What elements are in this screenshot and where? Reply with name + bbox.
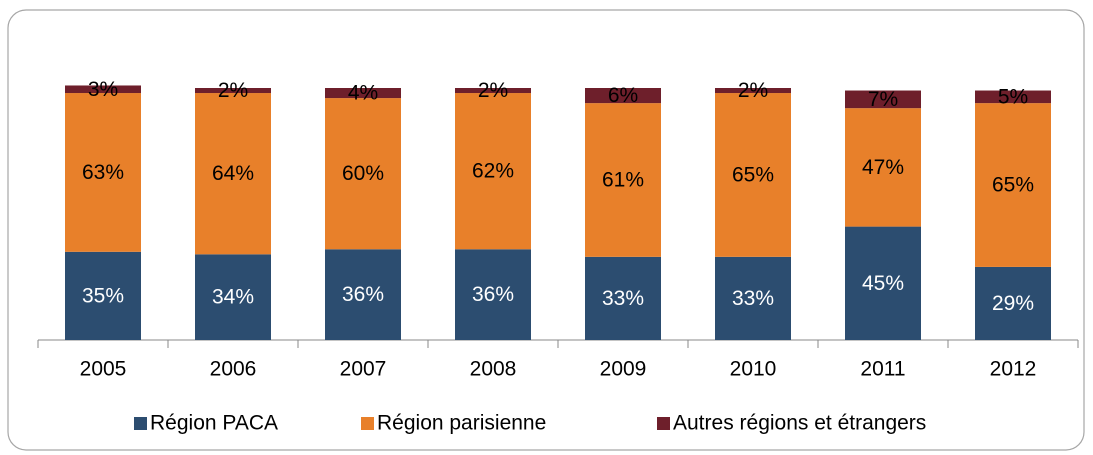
- data-label: 2%: [738, 79, 768, 102]
- data-label: 65%: [732, 163, 774, 186]
- bar-segment: [455, 88, 531, 94]
- bar-segment: [65, 251, 141, 340]
- data-label: 5%: [998, 85, 1028, 108]
- bar-segment: [845, 108, 921, 227]
- bar-segment: [585, 88, 661, 104]
- bar-segment: [845, 90, 921, 109]
- bar-segment: [195, 88, 271, 94]
- data-label: 36%: [472, 283, 514, 306]
- bar-segment: [715, 93, 791, 257]
- data-label: 61%: [602, 169, 644, 192]
- legend-swatch: [134, 417, 147, 430]
- bar-segment: [195, 254, 271, 340]
- x-tick-label: 2012: [990, 358, 1037, 381]
- bar-segment: [845, 226, 921, 340]
- data-label: 3%: [88, 78, 118, 101]
- bar-segment: [325, 98, 401, 250]
- bar-segment: [325, 88, 401, 99]
- data-label: 36%: [342, 283, 384, 306]
- x-tick-label: 2005: [80, 358, 127, 381]
- bar-segment: [455, 249, 531, 340]
- x-tick-label: 2006: [210, 358, 257, 381]
- data-label: 35%: [82, 284, 124, 307]
- bar-segment: [585, 103, 661, 257]
- data-label: 47%: [862, 156, 904, 179]
- data-label: 33%: [732, 287, 774, 310]
- data-label: 2%: [218, 79, 248, 102]
- data-label: 2%: [478, 79, 508, 102]
- chart-frame: [7, 9, 1085, 451]
- x-tick-label: 2010: [730, 358, 777, 381]
- bar-segment: [975, 266, 1051, 340]
- x-tick-label: 2008: [470, 358, 517, 381]
- data-label: 45%: [862, 272, 904, 295]
- bar-segment: [975, 90, 1051, 104]
- bar-segment: [975, 103, 1051, 267]
- legend-label: Autres régions et étrangers: [673, 412, 926, 435]
- data-label: 60%: [342, 162, 384, 185]
- legend-swatch: [361, 417, 374, 430]
- bar-segment: [325, 249, 401, 340]
- x-tick-label: 2011: [860, 358, 905, 381]
- data-label: 34%: [212, 286, 254, 309]
- legend-swatch: [657, 417, 670, 430]
- data-label: 6%: [608, 84, 638, 107]
- data-label: 62%: [472, 160, 514, 183]
- data-label: 33%: [602, 287, 644, 310]
- x-tick-label: 2007: [340, 358, 387, 381]
- bar-segment: [715, 88, 791, 94]
- legend-label: Région PACA: [150, 412, 278, 435]
- data-label: 29%: [992, 292, 1034, 315]
- data-label: 63%: [82, 161, 124, 184]
- bar-segment: [585, 256, 661, 340]
- bar-segment: [65, 93, 141, 252]
- bar-segment: [455, 93, 531, 250]
- bar-segment: [715, 256, 791, 340]
- data-label: 64%: [212, 162, 254, 185]
- data-label: 4%: [348, 82, 378, 105]
- legend-label: Région parisienne: [377, 412, 546, 435]
- data-label: 7%: [868, 88, 898, 111]
- data-label: 65%: [992, 174, 1034, 197]
- x-tick-label: 2009: [600, 358, 647, 381]
- bar-segment: [65, 85, 141, 94]
- bar-segment: [195, 93, 271, 255]
